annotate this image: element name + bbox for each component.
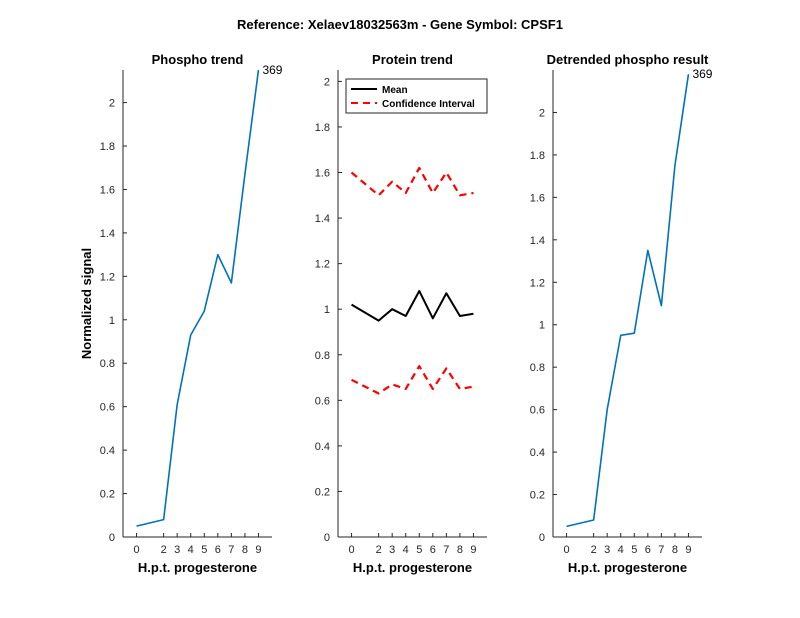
- series-line-1: [136, 69, 260, 527]
- y-tick-label: 0.2: [100, 489, 115, 501]
- x-tick-label: 3: [604, 544, 610, 556]
- y-tick-label: 0.4: [530, 447, 545, 459]
- y-tick-label: 0: [109, 532, 115, 544]
- y-tick-label: 1: [324, 304, 330, 316]
- y-tick-label: 1: [109, 315, 115, 327]
- y-tick-label: 1.2: [100, 271, 115, 283]
- x-tick-label: 7: [228, 544, 234, 556]
- x-tick-label: 8: [242, 544, 248, 556]
- series-line-1: [351, 289, 474, 322]
- y-tick-label: 2: [109, 98, 115, 110]
- figure-suptitle: Reference: Xelaev18032563m - Gene Symbol…: [237, 17, 563, 32]
- y-tick-label: 0.6: [530, 405, 545, 417]
- x-axis-label: H.p.t. progesterone: [568, 560, 687, 575]
- series-line-3: [351, 365, 474, 395]
- y-tick-label: 0.6: [315, 395, 330, 407]
- chart-panel-1: 00.20.40.60.811.21.41.61.820 2 3 4 5 6 7 8 9Phos…: [79, 52, 283, 575]
- y-tick-label: 0: [539, 532, 545, 544]
- x-tick-label: 9: [470, 544, 476, 556]
- x-tick-label: 8: [672, 544, 678, 556]
- x-axis-label: H.p.t. progesterone: [138, 560, 257, 575]
- y-tick-label: 1.2: [530, 277, 545, 289]
- x-tick-label: 9: [685, 544, 691, 556]
- legend-label: Mean: [382, 85, 408, 96]
- y-tick-label: 0.8: [100, 358, 115, 370]
- y-axis-label: Normalized signal: [79, 248, 94, 359]
- x-tick-label: 2: [161, 544, 167, 556]
- chart-panels: 00.20.40.60.811.21.41.61.820 2 3 4 5 6 7 8 9Phos…: [79, 52, 713, 575]
- legend-box: [345, 78, 488, 114]
- y-tick-label: 1.6: [530, 192, 545, 204]
- point-annotation: 369: [262, 63, 282, 77]
- x-tick-label: 7: [658, 544, 664, 556]
- legend-label: Confidence Interval: [382, 99, 475, 110]
- series-line-2: [350, 166, 474, 197]
- y-tick-label: 0.2: [530, 490, 545, 502]
- point-annotation: 369: [692, 67, 712, 81]
- series-line-1: [566, 74, 690, 528]
- x-tick-label: 6: [215, 544, 221, 556]
- x-tick-label: 3: [174, 544, 180, 556]
- y-tick-label: 1.4: [530, 235, 545, 247]
- chart-panel-3: 00.20.40.60.811.21.41.61.820 2 3 4 5 6 7 8 9Detr…: [530, 52, 713, 575]
- panel-title: Protein trend: [372, 52, 453, 67]
- y-tick-label: 1.2: [315, 259, 330, 271]
- x-tick-label: 7: [443, 544, 449, 556]
- panel-title: Phospho trend: [152, 52, 244, 67]
- y-tick-label: 0.8: [530, 362, 545, 374]
- x-tick-label: 5: [201, 544, 207, 556]
- x-tick-label: 5: [416, 544, 422, 556]
- y-tick-label: 1.6: [100, 184, 115, 196]
- y-tick-label: 1.4: [100, 228, 115, 240]
- x-tick-label: 4: [188, 544, 194, 556]
- x-tick-label: 8: [457, 544, 463, 556]
- y-tick-label: 0.4: [315, 441, 330, 453]
- y-tick-label: 1.8: [100, 141, 115, 153]
- x-tick-label: 4: [618, 544, 624, 556]
- y-tick-label: 0: [324, 532, 330, 544]
- y-tick-label: 1.8: [530, 150, 545, 162]
- y-tick-label: 2: [324, 76, 330, 88]
- y-tick-label: 0.4: [100, 445, 115, 457]
- x-axis-label: H.p.t. progesterone: [353, 560, 472, 575]
- chart-panel-2: 00.20.40.60.811.21.41.61.820 2 3 4 5 6 7 8 9Prot…: [315, 52, 488, 575]
- y-tick-label: 0.8: [315, 350, 330, 362]
- x-tick-label: 2: [591, 544, 597, 556]
- x-tick-label: 0: [348, 544, 354, 556]
- x-tick-label: 4: [403, 544, 409, 556]
- x-tick-label: 6: [430, 544, 436, 556]
- y-tick-label: 1: [539, 320, 545, 332]
- panel-title: Detrended phospho result: [547, 52, 709, 67]
- y-tick-label: 1.8: [315, 122, 330, 134]
- y-tick-label: 2: [539, 107, 545, 119]
- y-tick-label: 1.6: [315, 168, 330, 180]
- x-tick-label: 0: [133, 544, 139, 556]
- x-tick-label: 5: [631, 544, 637, 556]
- x-tick-label: 2: [376, 544, 382, 556]
- x-tick-label: 9: [255, 544, 261, 556]
- y-tick-label: 1.4: [315, 213, 330, 225]
- y-tick-label: 0.6: [100, 402, 115, 414]
- y-tick-label: 0.2: [315, 486, 330, 498]
- x-tick-label: 3: [389, 544, 395, 556]
- x-tick-label: 6: [645, 544, 651, 556]
- x-tick-label: 0: [563, 544, 569, 556]
